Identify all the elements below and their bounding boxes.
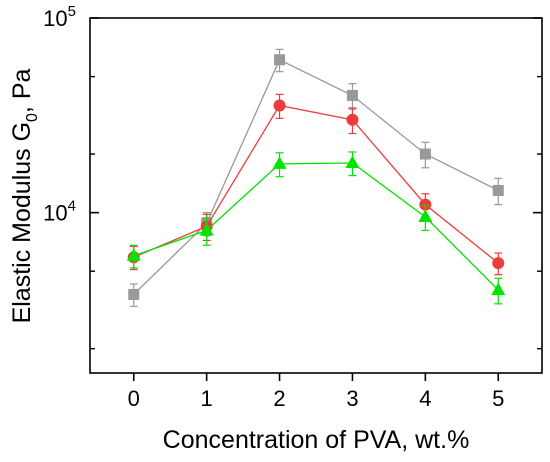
data-point <box>419 198 432 211</box>
plot-frame <box>89 17 543 374</box>
data-point <box>346 113 359 126</box>
x-tick-label: 5 <box>492 386 504 411</box>
series-layer <box>126 48 506 307</box>
data-point <box>345 155 360 168</box>
x-tick-label: 1 <box>201 386 213 411</box>
data-point <box>492 257 505 270</box>
x-tick-label: 0 <box>128 386 140 411</box>
series-line <box>133 162 499 291</box>
y-tick-label: 105 <box>43 3 76 31</box>
data-point <box>419 148 431 160</box>
x-tick-label: 4 <box>419 386 431 411</box>
data-point <box>126 248 141 261</box>
y-axis-label-main: Elastic Modulus G <box>8 122 36 323</box>
series-line <box>133 58 499 295</box>
series-triangle <box>126 151 506 305</box>
x-axis-label: Concentration of PVA, wt.% <box>163 426 470 454</box>
x-tick-label: 3 <box>346 386 358 411</box>
data-point <box>491 282 506 296</box>
plot-area <box>89 17 543 374</box>
y-tick-label: 104 <box>43 198 76 226</box>
data-point <box>346 89 358 101</box>
data-point <box>274 54 286 66</box>
data-point <box>273 99 286 112</box>
series-line <box>133 104 499 264</box>
series-square <box>128 48 504 307</box>
series-circle <box>127 93 505 276</box>
x-tick-label: 2 <box>273 386 285 411</box>
data-point <box>128 288 140 300</box>
data-point <box>199 222 214 236</box>
y-axis-label-unit: , Pa <box>8 68 36 113</box>
data-point <box>418 209 433 222</box>
data-point <box>492 184 504 196</box>
data-point <box>272 156 287 169</box>
axis-ticks: 0 1 2 3 4 5 104 105 <box>43 3 542 411</box>
y-axis-label-subscript: 0 <box>24 113 41 122</box>
y-axis-label: Elastic Modulus G0, Pa <box>8 68 41 323</box>
